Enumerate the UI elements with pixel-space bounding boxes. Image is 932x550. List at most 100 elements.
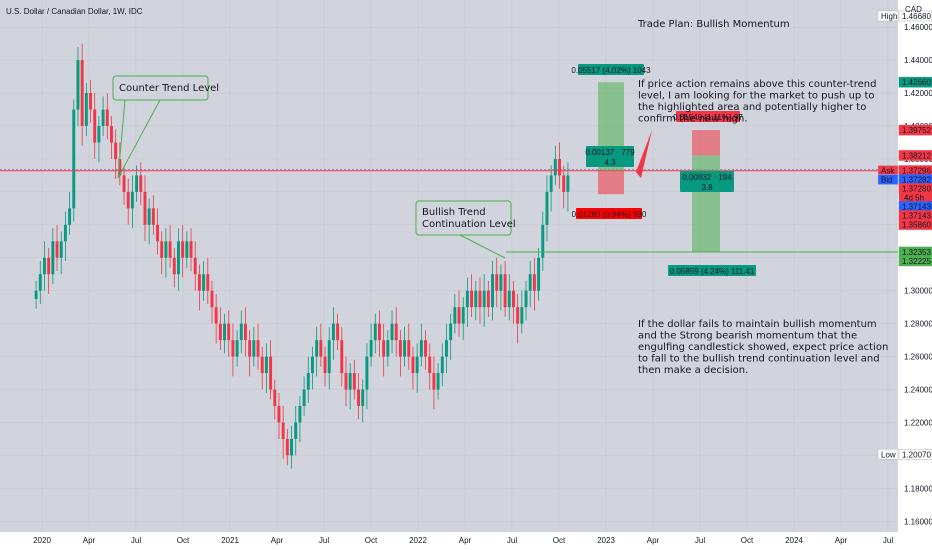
price-tag-name: Ask [881,167,895,176]
candle-body [449,323,453,341]
price-tag: 1.42660 [898,76,932,88]
price-tag-bg [898,449,932,460]
candle-body [357,389,360,406]
chart-title: U.S. Dollar / Canadian Dollar, 1W, IDC [6,7,143,16]
candle-body [512,290,515,308]
candle-body [415,356,419,374]
candle-body [474,290,478,308]
long-target-label-text: 0.05517 (4.02%) 1043 [571,66,651,75]
candle-body [269,356,273,390]
candle-body [63,224,67,242]
candle-body [294,422,298,439]
candle-body [541,224,545,258]
plan-text-2-line: then make a decision. [638,365,748,376]
candle-body [135,175,139,192]
candle-body [206,274,210,291]
candle-body [545,191,549,225]
candle-body [160,241,164,258]
y-tick-label: 1.28000 [904,320,932,329]
counter-trend-text: Counter Trend Level [119,83,219,94]
x-tick-label: 2022 [409,536,427,545]
y-tick-label: 1.46000 [904,23,932,32]
candle-body [486,290,490,308]
short-target-label-text: 0.05859 (4.24%) 111.41 [670,267,755,276]
plan-text-1-line: level, I am looking for the market to pu… [638,91,874,102]
candle-body [331,323,335,341]
candle-body [126,191,130,209]
candle-body [285,438,289,456]
y-tick-label: 1.26000 [904,353,932,362]
candle-body [89,93,92,110]
price-tag: 1.39752 [898,124,932,136]
candle-body [398,340,402,357]
price-tag-sub: 4d 5h [904,194,924,203]
candle-body [193,257,197,275]
candle-body [352,373,356,390]
candle-body [252,340,256,357]
candle-body [227,323,231,341]
plan-arrow [636,130,652,178]
candle-body [256,340,260,357]
candle-body [428,356,432,374]
x-tick-label: Apr [83,536,96,545]
candle-body [378,323,381,341]
candle-body [68,208,72,225]
long-stop-label-bg [576,208,642,219]
candle-body [143,191,147,225]
price-tag-value: 1.32225 [902,257,931,266]
price-tag-value: 1.35860 [902,221,931,230]
candle-body [503,274,507,308]
candle-body [72,109,76,209]
candle-body [114,142,118,159]
candle-body [365,356,369,390]
plan-text-2-line: engulfing candlestick showed, expect pri… [638,342,888,353]
candle-body [223,323,226,341]
candle-body [101,109,105,126]
candle-body [311,356,314,374]
price-tag-value: 1.32353 [902,248,931,257]
short-stop-label: 0.01540 (1.11%) 97 [673,111,743,122]
y-tick-label: 1.44000 [904,56,932,65]
price-tag-value: 1.39752 [902,126,931,135]
x-tick-label: Jul [695,536,705,545]
price-tag: 1.32225 [898,255,932,267]
x-tick-label: 2021 [221,536,239,545]
candle-body [516,307,520,324]
candle-body [520,307,524,324]
candle-body [38,274,42,291]
x-tick-label: Apr [835,536,848,545]
short-mid-label-bg [680,171,734,192]
price-tag-value: 1.42660 [902,78,931,87]
candle-body [432,373,436,390]
candle-body [424,340,427,357]
candle-body [181,241,185,258]
candle-body [482,290,486,308]
candle-body [499,274,503,291]
candle-body [290,438,293,456]
price-tag-bg [898,76,932,88]
grid [0,0,898,532]
candle-body [210,290,214,308]
candle-body [34,290,38,299]
price-tag: 1.37282 Bid [877,174,932,185]
price-tag-value: 1.37282 [902,176,931,185]
candle-body [260,356,264,374]
candle-body [244,323,247,341]
candle-body [235,340,239,357]
price-tag: 1.37296 Ask [877,165,932,176]
candle-body [319,340,323,357]
candle-body [118,158,122,176]
price-tag-value: 1.37280 [902,185,931,194]
candle-body [361,389,365,406]
long-stop-label: 0.01283 (0.94%) 990 [572,208,647,219]
price-tag-bg [898,10,932,22]
x-tick-label: Jul [883,536,893,545]
candle-body [528,274,532,291]
candle-body [43,257,46,275]
candle-body [348,373,352,390]
continuation-text-2: Continuation Level [422,219,516,230]
short-stop-zone [692,130,720,156]
candle-body [80,60,84,126]
candle-body [390,323,394,341]
